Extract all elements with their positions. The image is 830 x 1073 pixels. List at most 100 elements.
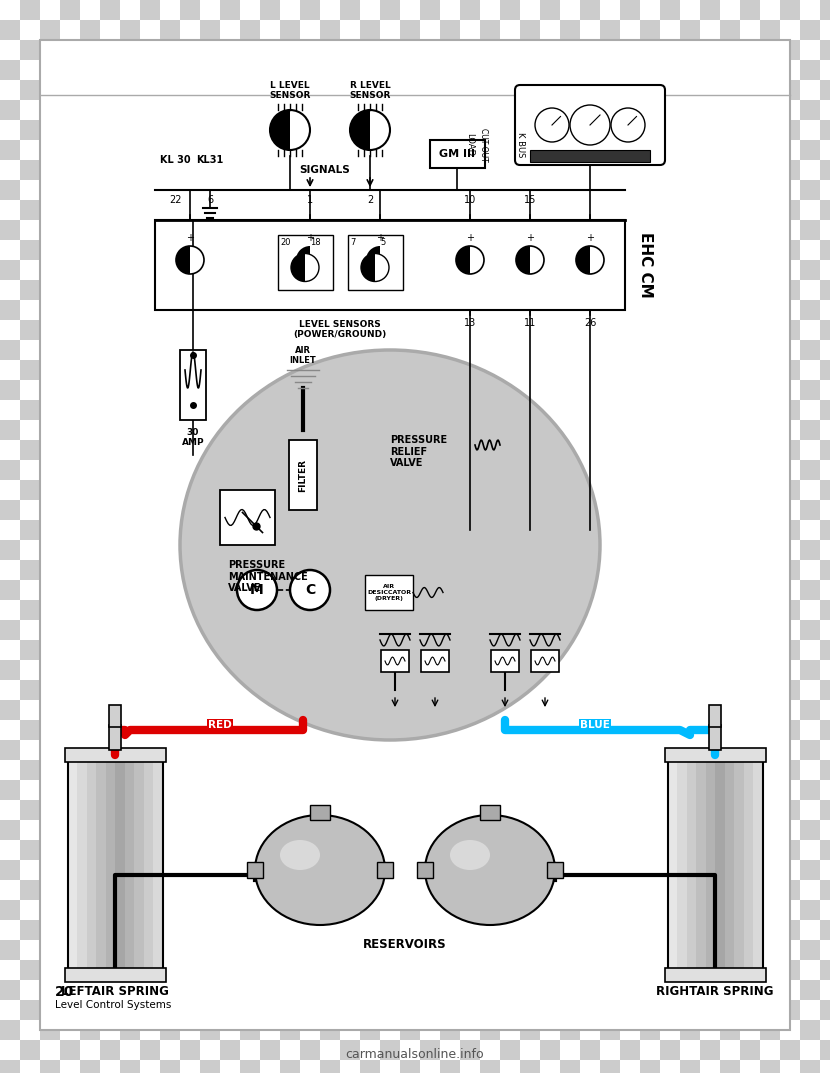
- Bar: [780, 361, 800, 380]
- Bar: [380, 960, 400, 980]
- Bar: [180, 760, 200, 780]
- Bar: [760, 0, 780, 20]
- Bar: [320, 600, 340, 620]
- Bar: [40, 580, 60, 600]
- Bar: [500, 740, 520, 760]
- Bar: [320, 20, 340, 40]
- Bar: [100, 820, 120, 840]
- Bar: [260, 680, 280, 700]
- Bar: [800, 620, 820, 640]
- Bar: [420, 560, 440, 580]
- Bar: [20, 780, 40, 800]
- Bar: [520, 460, 540, 480]
- Bar: [640, 960, 660, 980]
- Bar: [700, 620, 720, 640]
- Bar: [40, 380, 60, 400]
- Bar: [780, 420, 800, 440]
- Bar: [220, 740, 240, 760]
- Text: Level Control Systems: Level Control Systems: [55, 1000, 171, 1010]
- Bar: [400, 1020, 420, 1040]
- Bar: [380, 320, 400, 340]
- Bar: [480, 139, 500, 160]
- Bar: [580, 120, 600, 139]
- Bar: [180, 1020, 200, 1040]
- Bar: [665, 748, 765, 762]
- Bar: [720, 160, 740, 180]
- Bar: [160, 640, 180, 660]
- Bar: [640, 520, 660, 540]
- Bar: [320, 1000, 340, 1020]
- Bar: [380, 520, 400, 540]
- Bar: [760, 820, 780, 840]
- Bar: [340, 420, 360, 440]
- Bar: [580, 200, 600, 220]
- Bar: [740, 980, 760, 1000]
- Bar: [360, 180, 380, 200]
- Bar: [720, 859, 740, 880]
- Bar: [260, 0, 280, 20]
- Bar: [560, 160, 580, 180]
- Bar: [800, 700, 820, 720]
- Bar: [560, 139, 580, 160]
- Bar: [677, 760, 686, 970]
- Bar: [680, 740, 700, 760]
- Bar: [820, 780, 830, 800]
- Bar: [300, 100, 320, 120]
- Circle shape: [237, 570, 277, 609]
- Bar: [560, 340, 580, 361]
- Bar: [360, 80, 380, 100]
- Bar: [360, 0, 380, 20]
- Bar: [220, 560, 240, 580]
- Bar: [680, 40, 700, 60]
- Bar: [40, 1060, 60, 1073]
- Bar: [380, 700, 400, 720]
- Bar: [700, 859, 720, 880]
- Bar: [740, 420, 760, 440]
- Bar: [480, 220, 500, 240]
- Bar: [200, 0, 220, 20]
- Bar: [60, 580, 80, 600]
- Bar: [700, 280, 720, 300]
- Bar: [320, 40, 340, 60]
- Bar: [100, 920, 120, 940]
- Bar: [480, 20, 500, 40]
- Bar: [480, 160, 500, 180]
- Bar: [420, 120, 440, 139]
- Bar: [20, 920, 40, 940]
- Bar: [140, 440, 160, 460]
- Bar: [780, 200, 800, 220]
- Bar: [740, 740, 760, 760]
- Bar: [40, 859, 60, 880]
- Text: 15: 15: [524, 195, 536, 205]
- Bar: [400, 200, 420, 220]
- Bar: [760, 420, 780, 440]
- Bar: [700, 139, 720, 160]
- Bar: [360, 460, 380, 480]
- Bar: [720, 240, 740, 260]
- Bar: [40, 900, 60, 920]
- Bar: [740, 660, 760, 680]
- Bar: [260, 1020, 280, 1040]
- Bar: [160, 80, 180, 100]
- Bar: [120, 180, 140, 200]
- Bar: [360, 440, 380, 460]
- Bar: [500, 680, 520, 700]
- Bar: [700, 580, 720, 600]
- Bar: [500, 700, 520, 720]
- Bar: [300, 120, 320, 139]
- Bar: [800, 520, 820, 540]
- Bar: [740, 160, 760, 180]
- Bar: [800, 400, 820, 420]
- Bar: [140, 740, 160, 760]
- Bar: [320, 340, 340, 361]
- Bar: [500, 780, 520, 800]
- Bar: [60, 500, 80, 520]
- Bar: [580, 520, 600, 540]
- Bar: [140, 880, 160, 900]
- Bar: [160, 960, 180, 980]
- Bar: [320, 139, 340, 160]
- Bar: [420, 700, 440, 720]
- Bar: [160, 120, 180, 139]
- Bar: [640, 420, 660, 440]
- Bar: [520, 60, 540, 80]
